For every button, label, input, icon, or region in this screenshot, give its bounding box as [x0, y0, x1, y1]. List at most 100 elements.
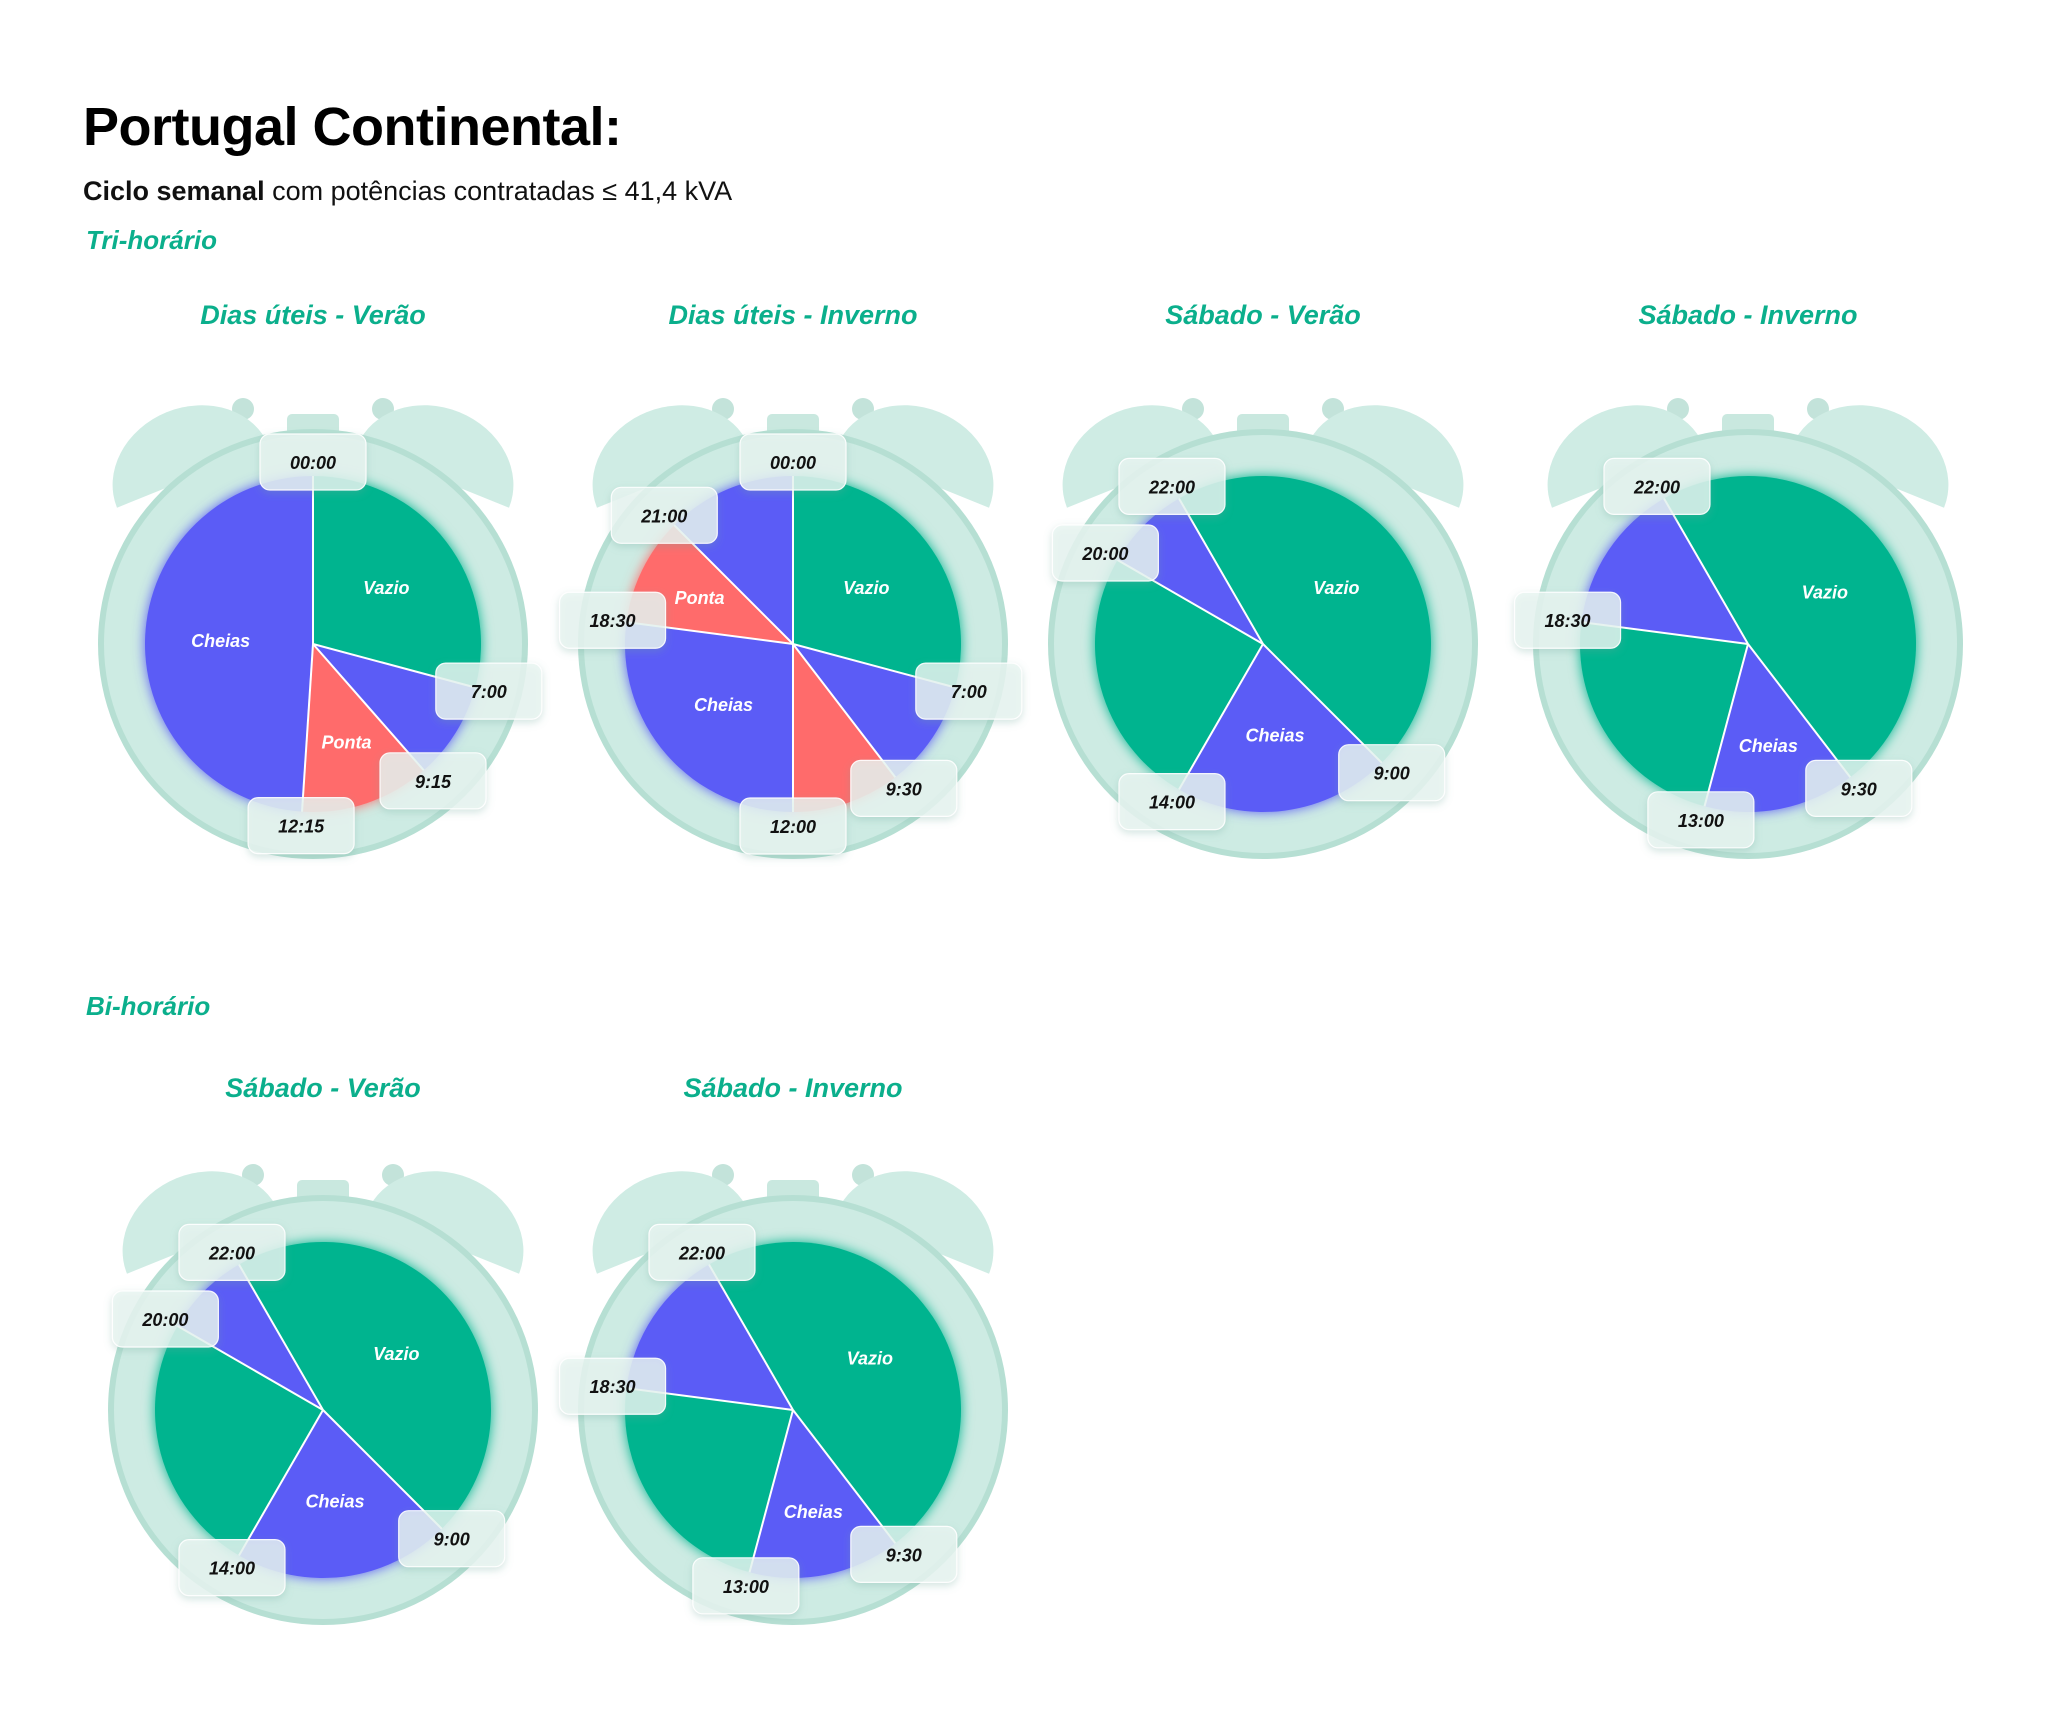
time-badge: 9:30 — [1805, 759, 1913, 817]
slice-divider — [238, 1264, 324, 1411]
clock-title: Sábado - Verão — [1165, 300, 1361, 330]
alarm-clock-chart: Vazio Ponta Cheias 00:00 7:00 9:15 12:15 — [98, 398, 543, 859]
bell-icon — [1547, 398, 1705, 508]
clock-title: Sábado - Inverno — [683, 1073, 903, 1103]
time-label: 9:30 — [886, 1545, 922, 1565]
time-label: 18:30 — [590, 1377, 636, 1397]
time-label: 9:00 — [1374, 764, 1410, 784]
time-label: 22:00 — [1148, 477, 1195, 497]
time-label: 20:00 — [1081, 544, 1128, 564]
slice-divider — [792, 643, 897, 778]
pie-slice-cheias — [1581, 498, 1748, 644]
time-label: 12:15 — [278, 817, 325, 837]
clock-face — [155, 1242, 492, 1578]
pie-slice-cheias — [239, 1410, 442, 1578]
bell-icon — [356, 398, 514, 508]
slice-label: Ponta — [675, 588, 725, 608]
slice-divider — [238, 1409, 324, 1556]
pie-slice-cheias — [626, 1264, 793, 1410]
slice-divider — [1262, 643, 1383, 764]
time-badge: 9:00 — [398, 1510, 506, 1568]
bell-icon — [592, 1164, 750, 1274]
time-badge: 21:00 — [610, 486, 718, 544]
time-label: 9:30 — [1841, 779, 1877, 799]
bell-icon — [592, 398, 750, 508]
alarm-clock-chart: Vazio Cheias 22:00 9:30 13:00 18:30 — [558, 1164, 1008, 1625]
slice-divider — [673, 524, 794, 645]
time-badge: 20:00 — [1051, 524, 1159, 582]
time-label: 21:00 — [640, 506, 687, 526]
bell-icon — [1306, 398, 1464, 508]
page-subtitle: Ciclo semanal com potências contratadas … — [83, 176, 732, 207]
slice-label: Vazio — [363, 578, 409, 598]
pie-slice-vazio — [793, 476, 961, 688]
slice-label: Vazio — [1313, 578, 1359, 598]
time-badge: 9:30 — [850, 759, 958, 817]
time-badge: 20:00 — [111, 1290, 219, 1348]
time-badge: 9:15 — [379, 752, 487, 810]
time-badge: 12:00 — [739, 797, 847, 855]
subtitle-bold: Ciclo semanal — [83, 176, 265, 206]
bell-icon — [1791, 398, 1949, 508]
slice-label: Vazio — [847, 1349, 893, 1369]
alarm-clock-chart: Vazio Cheias Ponta 00:00 7:00 9:30 12:00 18:30 2… — [558, 398, 1023, 859]
clock-title: Dias úteis - Inverno — [668, 300, 918, 330]
pie-slice-vazio — [239, 1242, 492, 1529]
time-label: 00:00 — [290, 453, 336, 473]
pie-slice-ponta — [626, 525, 793, 644]
slice-divider — [301, 643, 314, 812]
time-badge: 22:00 — [1603, 457, 1711, 515]
slice-divider — [792, 1409, 897, 1544]
bell-icon — [112, 398, 270, 508]
time-label: 14:00 — [209, 1559, 255, 1579]
slice-label: Cheias — [306, 1492, 365, 1512]
time-label: 22:00 — [1633, 477, 1680, 497]
bell-icon — [366, 1164, 524, 1274]
slice-divider — [748, 1409, 794, 1573]
time-badge: 18:30 — [558, 1357, 667, 1415]
pie-slice-cheias — [1179, 644, 1382, 812]
section-title-bi-horario: Bi-horário — [86, 991, 211, 1021]
time-label: 7:00 — [471, 682, 507, 702]
pie-slice-vazio — [1580, 622, 1748, 807]
pie-slice-vazio — [155, 1326, 323, 1556]
slice-label: Cheias — [784, 1502, 843, 1522]
time-badge: 00:00 — [739, 433, 847, 491]
pie-slice-cheias — [625, 622, 793, 812]
alarm-clock-chart: Vazio Cheias 22:00 9:00 14:00 20:00 — [108, 1164, 538, 1625]
alarm-clock-chart: Vazio Cheias 22:00 9:30 13:00 18:30 — [1513, 398, 1963, 859]
pie-slice-vazio — [625, 1388, 793, 1573]
time-badge: 18:30 — [558, 591, 667, 649]
slice-divider — [1703, 643, 1749, 807]
time-badge: 9:00 — [1338, 744, 1446, 802]
bell-icon — [1062, 398, 1220, 508]
slice-label: Vazio — [843, 578, 889, 598]
slice-label: Ponta — [321, 733, 371, 753]
slice-label: Vazio — [1802, 583, 1848, 603]
slice-divider — [1178, 643, 1264, 790]
time-badge: 14:00 — [178, 1539, 286, 1597]
page-title: Portugal Continental: — [83, 97, 622, 157]
clock-title: Sábado - Verão — [225, 1073, 421, 1103]
time-badge: 22:00 — [178, 1223, 286, 1281]
time-label: 9:15 — [415, 772, 452, 792]
pie-slice-vazio — [1179, 475, 1432, 763]
slice-divider — [1663, 498, 1749, 645]
time-label: 9:30 — [886, 779, 922, 799]
bell-icon — [836, 1164, 994, 1274]
pie-slice-vazio — [709, 1242, 961, 1544]
slice-divider — [1747, 643, 1852, 778]
slice-divider — [312, 643, 425, 771]
time-label: 18:30 — [590, 611, 636, 631]
slice-divider — [322, 1409, 443, 1530]
slice-divider — [708, 1264, 794, 1411]
pie-slice-vazio — [1664, 476, 1916, 778]
time-badge: 18:30 — [1513, 591, 1622, 649]
alarm-clock-chart: Vazio Cheias 22:00 9:00 14:00 20:00 — [1048, 398, 1478, 859]
time-badge: 22:00 — [648, 1223, 756, 1281]
time-label: 18:30 — [1545, 611, 1591, 631]
time-label: 22:00 — [208, 1243, 255, 1263]
time-label: 7:00 — [951, 682, 987, 702]
time-label: 13:00 — [723, 1577, 769, 1597]
section-title-tri-horario: Tri-horário — [86, 225, 217, 255]
